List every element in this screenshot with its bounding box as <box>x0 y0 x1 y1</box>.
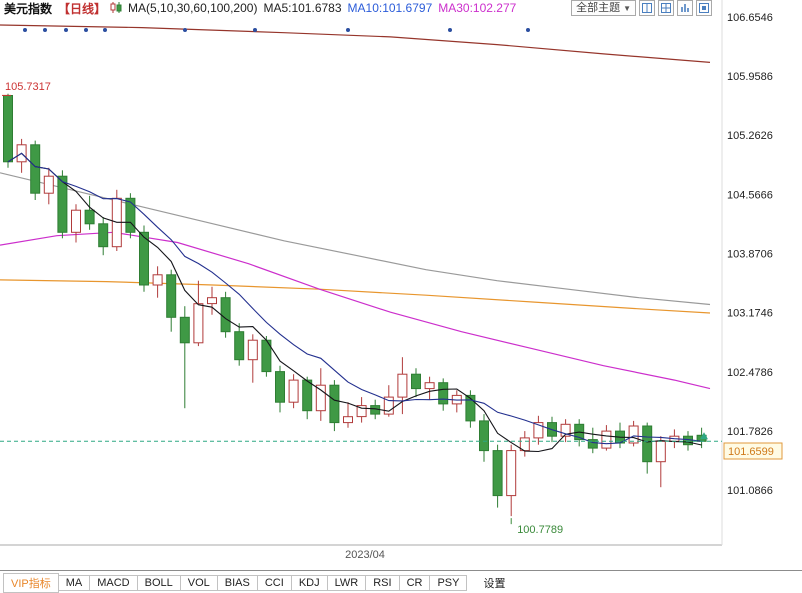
event-dot <box>346 28 350 32</box>
ma-line-MA200 <box>0 24 711 63</box>
indicator-tab-lwr[interactable]: LWR <box>326 574 367 591</box>
candlestick-chart[interactable]: 106.6546 105.9586 105.2626 104.5666 103.8706… <box>0 0 802 568</box>
event-dot <box>183 28 187 32</box>
y-axis-tick-label: 101.7826 <box>727 426 773 438</box>
y-axis-tick-label: 105.9586 <box>727 71 773 83</box>
low-price-annotation: 100.7789 <box>517 524 563 536</box>
y-axis-tick-label: 103.1746 <box>727 308 773 320</box>
split-pane-icon[interactable] <box>639 0 655 16</box>
grid-layout-icon[interactable] <box>658 0 674 16</box>
y-axis-tick-label: 101.0866 <box>727 485 773 497</box>
indicator-tab-psy[interactable]: PSY <box>429 574 468 591</box>
chart-header: 美元指数 【日线】 MA(5,10,30,60,100,200) MA5:101… <box>0 0 802 16</box>
symbol-title: 美元指数 <box>4 1 53 16</box>
event-dot <box>526 28 530 32</box>
event-dot <box>253 28 257 32</box>
event-dot <box>103 28 107 32</box>
ma-group-label: MA(5,10,30,60,100,200) <box>128 1 258 15</box>
indicator-toolbar: VIP指标 MA MACD BOLL VOL BIAS CCI KDJ LWR RSI CR PSY 设… <box>0 570 802 593</box>
indicator-tab-vol[interactable]: VOL <box>179 574 218 591</box>
event-dot <box>23 28 27 32</box>
y-axis-tick-label: 103.8706 <box>727 249 773 261</box>
indicator-tab-ma[interactable]: MA <box>57 574 91 591</box>
event-dot <box>64 28 68 32</box>
y-axis-tick-label: 104.5666 <box>727 189 773 201</box>
indicator-tab-rsi[interactable]: RSI <box>365 574 400 591</box>
high-price-annotation: 105.7317 <box>5 81 51 93</box>
indicator-tab-kdj[interactable]: KDJ <box>290 574 328 591</box>
period-label: 【日线】 <box>58 1 107 16</box>
indicator-tab-vip[interactable]: VIP指标 <box>3 572 59 593</box>
ma30-value: MA30:102.277 <box>438 1 517 15</box>
candles-layer <box>3 93 707 517</box>
y-axis-tick-label: 106.6546 <box>727 12 773 24</box>
last-price-tag <box>723 442 783 460</box>
candlestick-icon <box>110 1 122 15</box>
fullscreen-icon[interactable] <box>696 0 712 16</box>
ma-line-MA5 <box>7 152 702 453</box>
theme-dropdown-button[interactable]: 全部主题 ▼ <box>571 0 636 16</box>
ma-line-MA100 <box>0 279 711 314</box>
indicator-tab-cci[interactable]: CCI <box>256 574 292 591</box>
ma5-value: MA5:101.6783 <box>263 1 342 15</box>
y-axis-tick-label: 102.4786 <box>727 367 773 379</box>
last-price-tag-value: 101.6599 <box>728 446 774 458</box>
indicator-tab-boll[interactable]: BOLL <box>136 574 181 591</box>
event-dot <box>448 28 452 32</box>
indicator-tab-cr[interactable]: CR <box>398 574 431 591</box>
ma10-value: MA10:101.6797 <box>347 1 433 15</box>
event-dots-layer <box>23 28 530 32</box>
theme-dropdown-label: 全部主题 <box>576 1 621 14</box>
latest-arrow-icon <box>700 432 708 440</box>
x-axis-label: 2023/04 <box>345 549 385 561</box>
event-dot <box>84 28 88 32</box>
event-dot <box>43 28 47 32</box>
y-axis-tick-label: 105.2626 <box>727 130 773 142</box>
ma-line-MA10 <box>7 152 702 445</box>
settings-button[interactable]: 设置 <box>483 577 506 590</box>
chevron-down-icon: ▼ <box>623 3 631 13</box>
bar-panel-icon[interactable] <box>677 0 693 16</box>
indicator-tab-macd[interactable]: MACD <box>89 574 138 591</box>
indicator-tab-bias[interactable]: BIAS <box>216 574 258 591</box>
